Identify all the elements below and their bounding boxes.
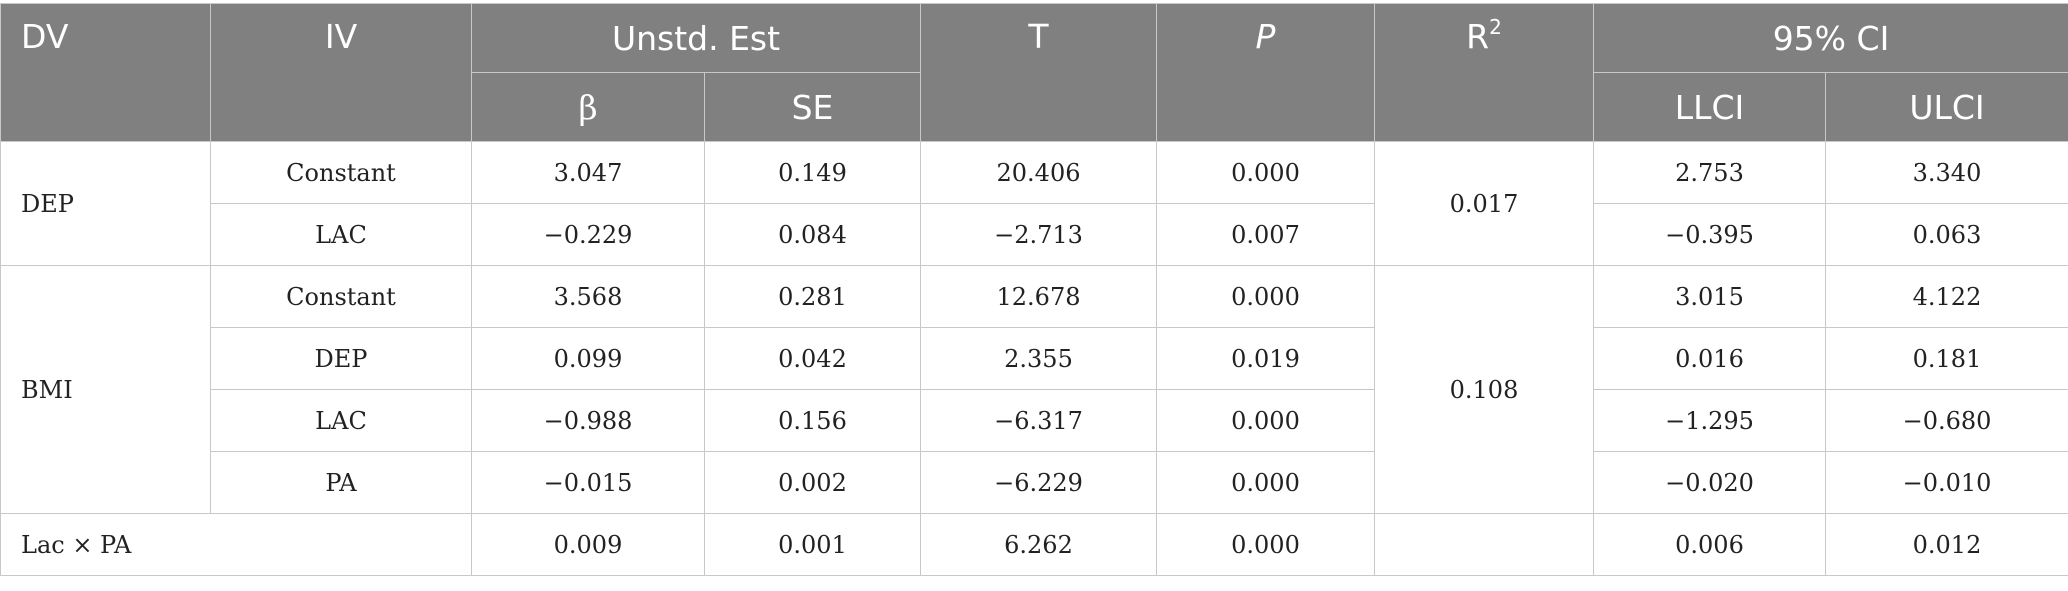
ulci-cell: 0.012 <box>1825 513 2068 576</box>
se-cell: 0.002 <box>704 451 921 514</box>
header-ulci: ULCI <box>1825 72 2068 142</box>
llci-cell: 0.006 <box>1593 513 1826 576</box>
ulci-cell: −0.680 <box>1825 389 2068 452</box>
dv-cell: BMI <box>0 265 211 514</box>
se-cell: 0.084 <box>704 203 921 266</box>
beta-cell: −0.988 <box>471 389 705 452</box>
beta-cell: 0.009 <box>471 513 705 576</box>
llci-cell: −1.295 <box>1593 389 1826 452</box>
table-row: LAC −0.988 0.156 −6.317 0.000 −1.295 −0.… <box>1 389 2068 452</box>
p-cell: 0.000 <box>1156 451 1375 514</box>
iv-cell: Constant <box>210 141 472 204</box>
table-row: BMI Constant 3.568 0.281 12.678 0.000 0.… <box>0 265 2068 514</box>
dv-cell: DEP <box>0 141 211 266</box>
interaction-label: Lac × PA <box>0 513 472 576</box>
se-cell: 0.042 <box>704 327 921 390</box>
header-p: P <box>1156 3 1375 142</box>
t-cell: 12.678 <box>920 265 1157 328</box>
iv-cell: DEP <box>210 327 472 390</box>
header-95-ci: 95% CI <box>1593 3 2068 73</box>
t-cell: 20.406 <box>920 141 1157 204</box>
llci-cell: 0.016 <box>1593 327 1826 390</box>
ulci-cell: 0.063 <box>1825 203 2068 266</box>
t-cell: −6.317 <box>920 389 1157 452</box>
header-iv: IV <box>210 3 472 142</box>
header-r2-sup: 2 <box>1489 15 1502 39</box>
iv-cell: LAC <box>210 203 472 266</box>
p-cell: 0.000 <box>1156 265 1375 328</box>
header-r2: R2 <box>1374 3 1594 142</box>
iv-cell: PA <box>210 451 472 514</box>
t-cell: −6.229 <box>920 451 1157 514</box>
p-cell: 0.019 <box>1156 327 1375 390</box>
ulci-cell: 3.340 <box>1825 141 2068 204</box>
p-cell: 0.000 <box>1156 513 1375 576</box>
header-unstd-est: Unstd. Est <box>471 3 921 73</box>
beta-cell: 3.568 <box>471 265 705 328</box>
llci-cell: −0.395 <box>1593 203 1826 266</box>
table-header: DV IV Unstd. Est T P R2 95% CI β SE LLCI… <box>0 3 2068 142</box>
r2-cell <box>1374 513 1594 576</box>
p-cell: 0.000 <box>1156 141 1375 204</box>
iv-cell: Constant <box>210 265 472 328</box>
regression-table: DV IV Unstd. Est T P R2 95% CI β SE LLCI… <box>0 3 2068 576</box>
header-dv: DV <box>0 3 211 142</box>
interaction-row: Lac × PA 0.009 0.001 6.262 0.000 0.006 0… <box>0 513 2068 576</box>
header-r2-base: R <box>1466 17 1490 56</box>
t-cell: −2.713 <box>920 203 1157 266</box>
header-beta: β <box>471 72 705 142</box>
ulci-cell: −0.010 <box>1825 451 2068 514</box>
t-cell: 6.262 <box>920 513 1157 576</box>
beta-cell: 3.047 <box>471 141 705 204</box>
beta-cell: −0.015 <box>471 451 705 514</box>
header-llci: LLCI <box>1593 72 1826 142</box>
iv-cell: LAC <box>210 389 472 452</box>
beta-cell: 0.099 <box>471 327 705 390</box>
table-row: DEP Constant 3.047 0.149 20.406 0.000 0.… <box>0 141 2068 266</box>
beta-cell: −0.229 <box>471 203 705 266</box>
header-t: T <box>920 3 1157 142</box>
se-cell: 0.149 <box>704 141 921 204</box>
p-cell: 0.000 <box>1156 389 1375 452</box>
ulci-cell: 4.122 <box>1825 265 2068 328</box>
se-cell: 0.001 <box>704 513 921 576</box>
llci-cell: 3.015 <box>1593 265 1826 328</box>
ulci-cell: 0.181 <box>1825 327 2068 390</box>
se-cell: 0.156 <box>704 389 921 452</box>
r2-cell: 0.108 <box>1374 265 1594 514</box>
p-cell: 0.007 <box>1156 203 1375 266</box>
table-body: DEP Constant 3.047 0.149 20.406 0.000 0.… <box>0 141 2068 576</box>
table-row: DEP 0.099 0.042 2.355 0.019 0.016 0.181 <box>1 327 2068 390</box>
llci-cell: 2.753 <box>1593 141 1826 204</box>
llci-cell: −0.020 <box>1593 451 1826 514</box>
header-se: SE <box>704 72 921 142</box>
se-cell: 0.281 <box>704 265 921 328</box>
table-row: PA −0.015 0.002 −6.229 0.000 −0.020 −0.0… <box>1 451 2068 514</box>
table-row: LAC −0.229 0.084 −2.713 0.007 −0.395 0.0… <box>1 203 2068 266</box>
r2-cell: 0.017 <box>1374 141 1594 266</box>
t-cell: 2.355 <box>920 327 1157 390</box>
